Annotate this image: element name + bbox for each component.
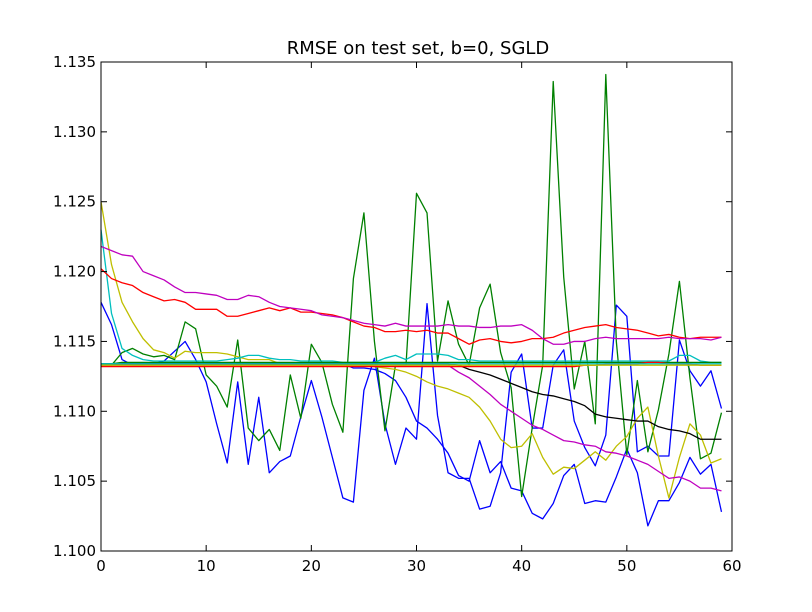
x-tick-label: 30	[407, 557, 426, 575]
x-tick-label: 60	[722, 557, 741, 575]
series-line-6	[100, 268, 722, 345]
y-tick-label: 1.125	[53, 193, 96, 211]
y-tick-label: 1.130	[53, 123, 96, 141]
y-tick-label: 1.100	[53, 542, 96, 560]
series-line-5	[100, 229, 722, 364]
y-tick-label: 1.115	[53, 332, 96, 350]
series-line-7	[100, 245, 722, 345]
x-tick-label: 20	[302, 557, 321, 575]
series-line-1	[100, 302, 723, 510]
series-line-3	[101, 73, 723, 498]
y-tick-label: 1.110	[53, 402, 96, 420]
tick-layer: 0 10 20 30 40 50 60 1.100 1.105 1.110 1.115 1.120 1.…	[53, 53, 742, 575]
y-tick-label: 1.105	[53, 472, 96, 490]
x-tick-label: 50	[617, 557, 636, 575]
y-tick-label: 1.135	[53, 53, 96, 71]
x-tick-label: 10	[197, 557, 216, 575]
series-line-10	[101, 361, 722, 365]
series-line-4	[100, 201, 722, 499]
y-tick-label: 1.120	[53, 263, 96, 281]
chart-title: RMSE on test set, b=0, SGLD	[287, 38, 550, 59]
x-tick-label: 0	[96, 557, 106, 575]
x-tick-label: 40	[512, 557, 531, 575]
series-layer	[100, 73, 723, 527]
